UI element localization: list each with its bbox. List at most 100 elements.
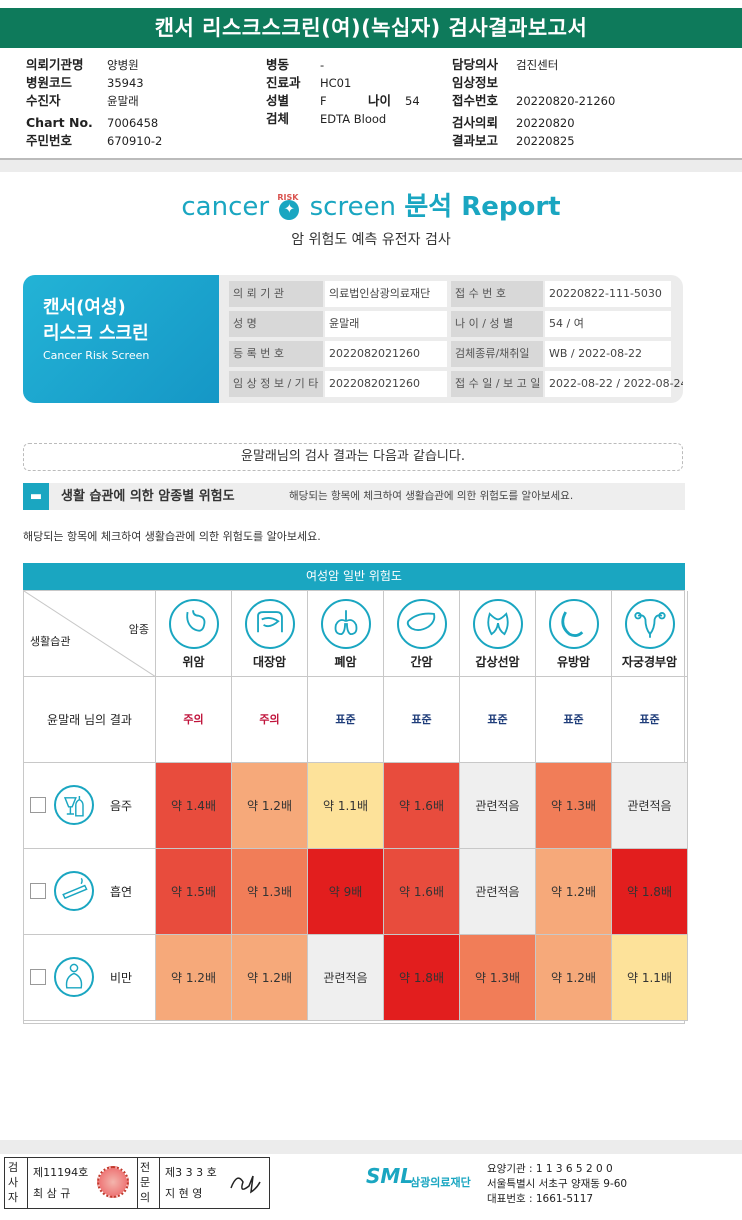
divider-band	[0, 1140, 742, 1154]
habit-checkbox[interactable]	[30, 883, 46, 899]
corner-top: 암종	[128, 623, 149, 636]
risk-cell: 약 1.5배	[156, 849, 232, 935]
org-addr: 서울특별시 서초구 양재동 9-60	[487, 1178, 628, 1190]
card-value: 윤말래	[325, 311, 447, 337]
habit-checkbox[interactable]	[30, 797, 46, 813]
risk-cell: 약 1.2배	[156, 935, 232, 1021]
risk-cell: 약 1.1배	[612, 935, 688, 1021]
info-label: 주민번호	[26, 133, 73, 148]
brand-left: cancer	[181, 192, 270, 222]
cancer-header: 폐암	[308, 591, 384, 677]
risk-cell: 약 1.1배	[308, 763, 384, 849]
cancer-header: 대장암	[232, 591, 308, 677]
card-row: 의 뢰 기 관 의료법인삼광의료재단 접 수 번 호 20220822-111-503…	[229, 281, 671, 307]
footer-label1: 검사자	[8, 1161, 19, 1204]
risk-cell: 약 1.3배	[232, 849, 308, 935]
cancer-result: 주의	[156, 677, 232, 763]
risk-cell: 약 9배	[308, 849, 384, 935]
stomach-icon	[168, 599, 219, 649]
info-value: F	[320, 94, 327, 108]
org-logo: SML 삼광의료재단	[366, 1162, 476, 1202]
cancer-header: 자궁경부암	[612, 591, 688, 677]
age-value: 54	[405, 94, 420, 108]
lungs-icon	[320, 599, 371, 649]
risk-cell: 관련적음	[612, 763, 688, 849]
result-intro: 윤말래님의 검사 결과는 다음과 같습니다.	[23, 443, 683, 471]
footer-name1: 최 삼 규	[33, 1187, 71, 1200]
cancer-header: 갑상선암	[460, 591, 536, 677]
info-label: 접수번호	[452, 93, 499, 108]
result-row-label: 윤말래 님의 결과	[24, 677, 156, 763]
card-title3: Cancer Risk Screen	[43, 349, 150, 362]
habit-name: 흡연	[110, 885, 133, 899]
cancer-header: 간암	[384, 591, 460, 677]
card-row: 성 명 윤말래 나 이 / 성 별 54 / 여	[229, 311, 671, 337]
info-value: 양병원	[107, 58, 139, 72]
risk-label: RISK	[277, 193, 299, 202]
section-heading: 생활 습관에 의한 암종별 위험도	[61, 489, 235, 504]
summary-card: 캔서(여성) 리스크 스크린 Cancer Risk Screen 의 뢰 기 …	[23, 275, 683, 403]
compass-icon: ✦ RISK	[277, 193, 300, 220]
risk-cell: 약 1.2배	[232, 935, 308, 1021]
risk-cell: 약 1.8배	[612, 849, 688, 935]
risk-cell: 약 1.2배	[536, 935, 612, 1021]
cancer-result: 주의	[232, 677, 308, 763]
section-desc2: 해당되는 항목에 체크하여 생활습관에 의한 위험도를 알아보세요.	[23, 530, 321, 543]
grid-corner: 암종 생활습관	[24, 591, 156, 677]
brand-logo: cancer ✦ RISK screen 분석 Report	[0, 186, 742, 223]
habit-row-label: 음주	[24, 763, 156, 849]
cancer-result: 표준	[536, 677, 612, 763]
habit-row-label: 비만	[24, 935, 156, 1021]
thyroid-icon	[472, 599, 523, 649]
card-value: WB / 2022-08-22	[545, 341, 671, 367]
org-phone: 대표번호 : 1661-5117	[487, 1193, 594, 1205]
brand-report: 분석 Report	[404, 192, 561, 222]
footer-label2: 전문의	[140, 1161, 151, 1204]
cancer-name: 유방암	[556, 655, 591, 669]
info-value: HC01	[320, 76, 352, 90]
risk-cell: 약 1.3배	[460, 935, 536, 1021]
habit-name: 음주	[110, 799, 133, 813]
section-desc: 해당되는 항목에 체크하여 생활습관에 의한 위험도를 알아보세요.	[289, 490, 574, 502]
card-value: 2022082021260	[325, 371, 447, 397]
footer-name2: 지 현 영	[165, 1187, 203, 1200]
section-header: ▬ 생활 습관에 의한 암종별 위험도 해당되는 항목에 체크하여 생활습관에 …	[23, 483, 685, 510]
signature	[230, 1175, 261, 1194]
info-label: 담당의사	[452, 57, 499, 72]
card-key: 임 상 정 보 / 기 타	[229, 371, 323, 397]
footer-license2: 제3 3 3 호	[165, 1166, 217, 1179]
risk-cell: 약 1.2배	[232, 763, 308, 849]
cancer-name: 위암	[182, 655, 205, 669]
card-key: 접 수 번 호	[451, 281, 543, 307]
card-title2: 리스크 스크린	[43, 323, 149, 344]
info-label: 검사의뢰	[452, 115, 499, 130]
divider	[0, 158, 742, 160]
alcohol-icon	[54, 785, 94, 825]
cancer-name: 갑상선암	[475, 655, 520, 669]
age-label: 나이	[368, 93, 392, 108]
signature-box: 검사자 제11194호 최 삼 규 전문의 제3 3 3 호 지 현 영	[4, 1157, 270, 1209]
habit-row-label: 흡연	[24, 849, 156, 935]
subtitle: 암 위험도 예측 유전자 검사	[291, 232, 451, 248]
info-label: 의뢰기관명	[26, 57, 84, 72]
info-label: 병원코드	[26, 75, 73, 90]
cancer-name: 폐암	[334, 655, 357, 669]
risk-cell: 관련적음	[308, 935, 384, 1021]
habit-checkbox[interactable]	[30, 969, 46, 985]
obesity-icon	[54, 957, 94, 997]
bed-icon: ▬	[23, 483, 49, 510]
card-title1: 캔서(여성)	[43, 297, 126, 318]
patient-info: 의뢰기관명 양병원 병원코드 35943 수진자 윤말래 Chart No. 7…	[0, 54, 742, 154]
risk-cell: 관련적음	[460, 849, 536, 935]
cancer-header: 위암	[156, 591, 232, 677]
card-key: 접 수 일 / 보 고 일	[451, 371, 543, 397]
cancer-result: 표준	[384, 677, 460, 763]
card-value: 2022-08-22 / 2022-08-24	[545, 371, 683, 397]
card-banner: 캔서(여성) 리스크 스크린 Cancer Risk Screen	[23, 275, 219, 403]
info-value: 20220820	[516, 116, 575, 130]
card-row: 등 록 번 호 2022082021260 검체종류/채취일 WB / 2022-08…	[229, 341, 671, 367]
info-label: 성별	[266, 93, 290, 108]
report-title: 캔서 리스크스크린(여)(녹십자) 검사결과보고서	[0, 8, 742, 48]
risk-cell: 약 1.3배	[536, 763, 612, 849]
